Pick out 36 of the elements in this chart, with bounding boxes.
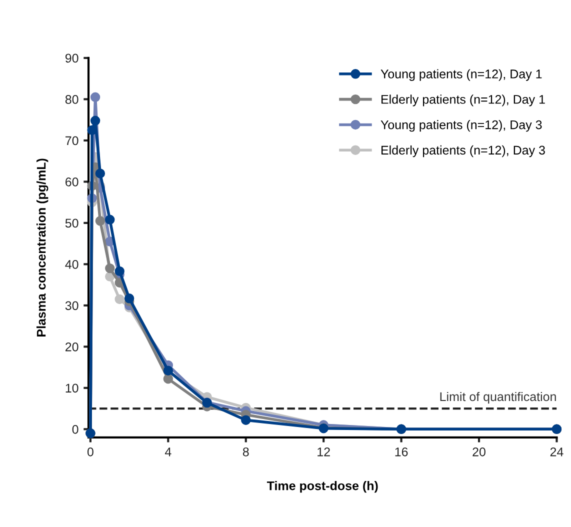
legend-label: Elderly patients (n=12), Day 1 bbox=[381, 94, 545, 106]
legend-label: Elderly patients (n=12), Day 3 bbox=[381, 145, 545, 158]
point bbox=[95, 168, 106, 178]
point bbox=[105, 263, 115, 274]
y-tick-label: 30 bbox=[65, 301, 78, 310]
x-tick-label: 8 bbox=[242, 447, 249, 456]
x-tick-label: 0 bbox=[87, 447, 94, 456]
x-tick-label: 24 bbox=[550, 447, 564, 456]
y-tick-label: 10 bbox=[66, 384, 78, 393]
x-tick-label: 16 bbox=[395, 447, 408, 456]
y-tick-label: 0 bbox=[72, 424, 78, 434]
point bbox=[87, 125, 97, 136]
point bbox=[114, 294, 124, 304]
x-axis-title: Time post-dose (h) bbox=[266, 481, 378, 493]
y-tick-label: 20 bbox=[66, 342, 78, 352]
point bbox=[90, 92, 100, 102]
point bbox=[114, 266, 124, 276]
y-tick-label: 50 bbox=[65, 218, 78, 228]
x-tick-label: 20 bbox=[472, 447, 486, 456]
y-tick-label: 40 bbox=[65, 260, 78, 269]
y-tick-label: 60 bbox=[66, 178, 78, 186]
y-tick-label: 70 bbox=[66, 136, 78, 146]
point bbox=[241, 415, 251, 425]
x-tick-label: 4 bbox=[164, 448, 172, 456]
x-tick-label: 12 bbox=[318, 447, 330, 456]
legend-label: Young patients (n=12), Day 1 bbox=[380, 69, 542, 81]
point bbox=[105, 214, 115, 225]
ref-line-label: Limit of quantification bbox=[440, 392, 556, 404]
y-axis-title: Plasma concentration (pg/mL) bbox=[36, 158, 48, 336]
point bbox=[95, 216, 106, 226]
y-tick-label: 90 bbox=[65, 54, 78, 63]
point bbox=[124, 294, 134, 304]
y-tick-label: 80 bbox=[65, 95, 78, 104]
legend-label: Young patients (n=12), Day 3 bbox=[380, 120, 542, 132]
point bbox=[90, 116, 100, 126]
point bbox=[163, 374, 174, 384]
